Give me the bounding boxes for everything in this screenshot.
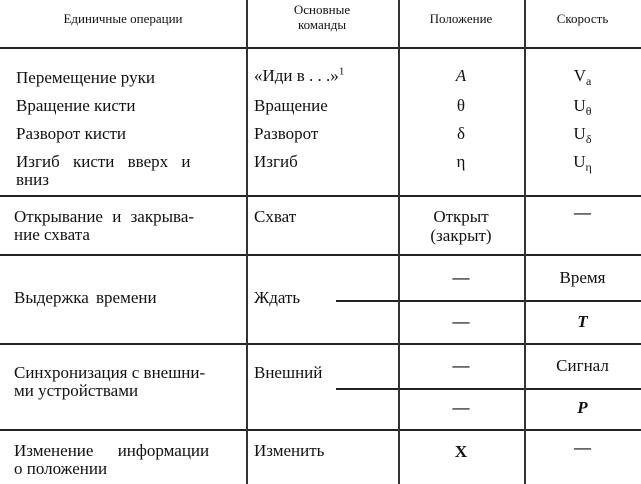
column-divider — [246, 0, 248, 484]
operation-cell: вниз — [16, 170, 49, 189]
speed-cell: P — [577, 398, 588, 417]
header-rule — [0, 47, 641, 49]
position-cell: θ — [456, 96, 466, 115]
speed-subscript: θ — [585, 104, 592, 118]
position-cell: — — [452, 268, 470, 287]
position-cell: — — [452, 312, 470, 331]
speed-cell: Uη — [524, 152, 641, 174]
speed-cell: T — [577, 312, 588, 331]
operation-cell: ми устройствами — [14, 381, 139, 400]
speed-cell: Va — [524, 66, 641, 88]
speed-cell: Uθ — [524, 96, 641, 118]
operation-cell: Выдержка времени — [14, 288, 157, 307]
command-cell: Изгиб — [254, 152, 298, 171]
speed-symbol: V — [573, 66, 586, 85]
position-cell: η — [456, 152, 466, 171]
row-rule — [0, 429, 641, 431]
speed-cell: Uδ — [524, 124, 641, 146]
position-cell: — — [452, 356, 470, 375]
speed-symbol: U — [573, 96, 586, 115]
speed-symbol: U — [573, 152, 586, 171]
position-cell: — — [452, 398, 470, 417]
column-divider — [524, 0, 526, 484]
speed-subscript: δ — [585, 132, 592, 146]
header-operations: Единичные операции — [63, 11, 183, 26]
speed-cell: Сигнал — [556, 356, 609, 375]
command-cell: Ждать — [254, 288, 301, 307]
footnote-mark: 1 — [338, 65, 345, 78]
position-cell: X — [454, 442, 468, 461]
operation-cell: Открывание и закрыва- — [14, 207, 195, 226]
operation-cell: Перемещение руки — [16, 68, 155, 87]
speed-symbol: U — [573, 124, 586, 143]
subrow-rule — [336, 388, 641, 390]
position-cell: A — [455, 66, 467, 85]
header-commands-text: Основные команды — [293, 2, 351, 32]
operation-cell: Разворот кисти — [16, 124, 127, 143]
position-cell: Открыт — [433, 207, 489, 226]
speed-cell: — — [574, 438, 591, 457]
header-position: Положение — [429, 11, 493, 26]
command-cell: «Иди в . . .»1 — [254, 66, 344, 86]
row-rule — [0, 254, 641, 256]
row-rule — [0, 343, 641, 345]
command-cell: Схват — [254, 207, 297, 226]
row-rule — [0, 195, 641, 197]
operation-cell: о положении — [14, 459, 108, 478]
command-cell: Изменить — [254, 441, 325, 460]
speed-cell: Время — [559, 268, 606, 287]
header-commands: Основные команды — [246, 2, 398, 32]
operation-cell: Изгиб кисти вверх и — [16, 152, 191, 171]
subrow-rule — [336, 300, 641, 302]
column-divider — [398, 0, 400, 484]
operation-cell: Вращение кисти — [16, 96, 136, 115]
operation-cell: Синхронизация с внешни- — [14, 363, 206, 382]
position-cell: (закрыт) — [430, 226, 492, 245]
command-cell: Внешний — [254, 363, 323, 382]
command-cell: Разворот — [254, 124, 319, 143]
speed-subscript: η — [585, 160, 592, 174]
operation-cell: Изменение информации — [14, 441, 210, 460]
command-text: «Иди в . . .» — [254, 66, 339, 85]
header-speed: Скорость — [556, 11, 609, 26]
speed-subscript: a — [585, 74, 592, 88]
command-cell: Вращение — [254, 96, 328, 115]
operation-cell: ние схвата — [14, 225, 90, 244]
position-cell: δ — [456, 124, 465, 143]
speed-cell: — — [574, 203, 591, 222]
